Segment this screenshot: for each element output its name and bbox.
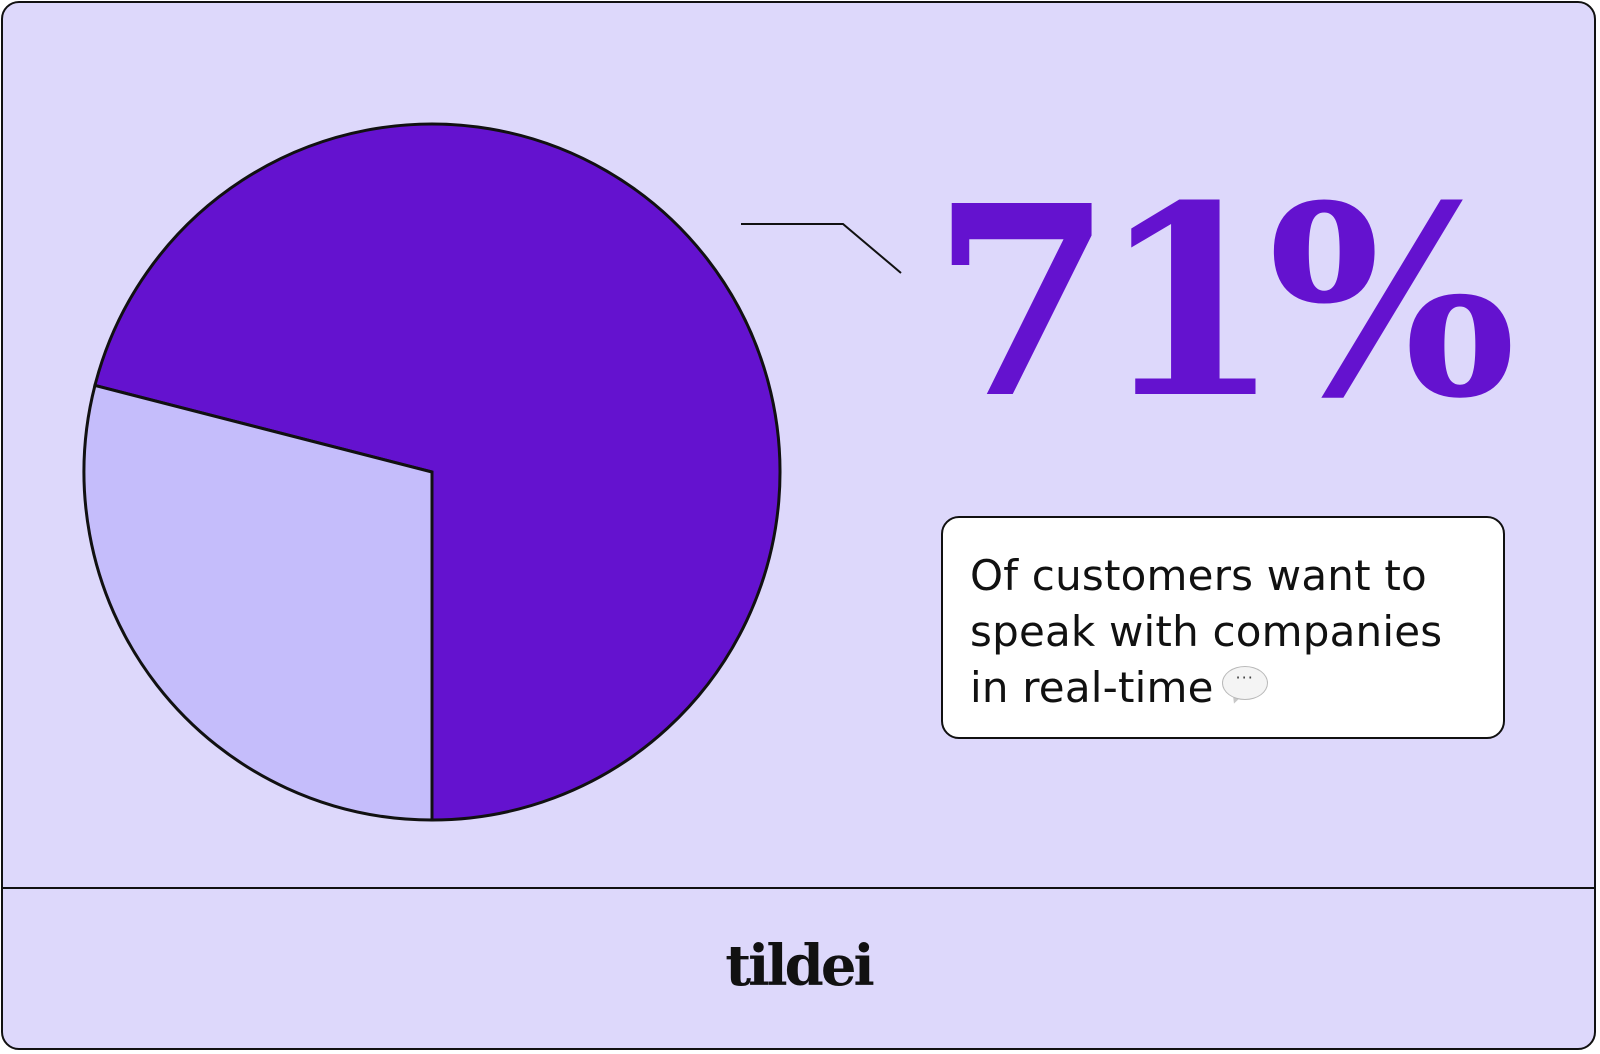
caption-line-2: speak with companies xyxy=(970,607,1443,656)
pie-chart xyxy=(82,122,902,822)
pie-slices xyxy=(82,122,782,822)
stat-value: 71% xyxy=(931,148,1517,456)
caption-line-3-text: in real-time xyxy=(970,663,1214,712)
caption-line-3: in real-time ··· xyxy=(970,660,1477,716)
footer-divider xyxy=(3,887,1594,889)
pie-slice-minority xyxy=(82,383,434,822)
caption-box: Of customers want to speak with companie… xyxy=(941,516,1505,739)
caption-line-1: Of customers want to xyxy=(970,551,1427,600)
speech-bubble-icon: ··· xyxy=(1221,666,1270,706)
pie-slice-majority xyxy=(93,122,782,822)
caption-text: Of customers want to speak with companie… xyxy=(970,548,1477,716)
callout-line xyxy=(741,223,902,274)
brand-logo: tildei xyxy=(725,933,874,999)
